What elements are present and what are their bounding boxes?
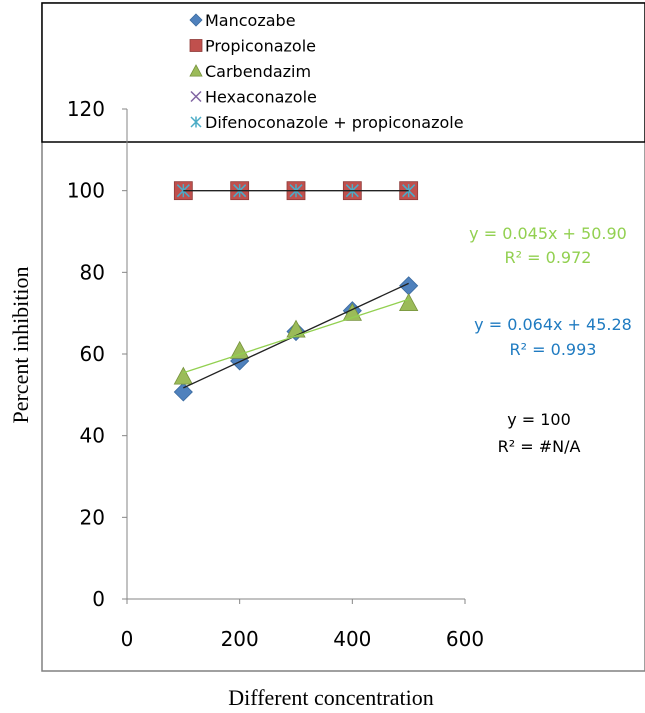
trendline-equation: y = 0.064x + 45.28 [474, 315, 632, 334]
legend-marker [189, 13, 203, 27]
x-tick-label: 0 [121, 627, 134, 651]
legend-marker [190, 90, 202, 103]
legend-marker [190, 116, 202, 128]
x-tick-label: 400 [333, 627, 371, 651]
legend-box [41, 2, 645, 143]
data-point [173, 366, 194, 385]
legend-label: Carbendazim [205, 62, 311, 81]
data-point [398, 293, 419, 312]
y-tick-label: 120 [67, 97, 105, 121]
legend-label: Difenoconazole + propiconazole [205, 113, 464, 132]
legend-label: Propiconazole [205, 37, 316, 56]
y-tick-label: 40 [80, 424, 105, 448]
plot-layer: 0 20 40 60 80 100 120 0 200 400 600 [67, 97, 484, 651]
y-axis-title: Percent inhibition [8, 266, 33, 423]
trendline-equations: y = 0.045x + 50.90 R² = 0.972 y = 0.064x +… [469, 224, 632, 456]
legend-label: Mancozabe [205, 11, 296, 30]
data-point [176, 184, 190, 198]
data-point [173, 382, 193, 402]
legend-marker [189, 64, 203, 77]
legend-marker [189, 39, 203, 52]
trendline-equation: y = 0.045x + 50.90 [469, 224, 627, 243]
data-point [402, 184, 416, 198]
y-tick-label: 20 [80, 505, 105, 529]
y-tick-label: 80 [80, 260, 105, 284]
trendline-r-squared: R² = 0.972 [505, 248, 592, 267]
y-tick-label: 100 [67, 179, 105, 203]
legend: Mancozabe Propiconazole Carbendazim Hexacon… [189, 11, 464, 132]
data-point [229, 340, 250, 359]
x-axis-title: Different concentration [228, 685, 433, 710]
y-tick-label: 0 [92, 587, 105, 611]
trendline-equation: y = 100 [507, 410, 571, 429]
x-tick-label: 200 [221, 627, 259, 651]
trendline-r-squared: R² = 0.993 [510, 340, 597, 359]
trendline [183, 298, 409, 374]
legend-label: Hexaconazole [205, 88, 317, 107]
trendline-r-squared: R² = #N/A [498, 437, 581, 456]
x-tick-label: 600 [446, 627, 484, 651]
y-tick-label: 60 [80, 342, 105, 366]
